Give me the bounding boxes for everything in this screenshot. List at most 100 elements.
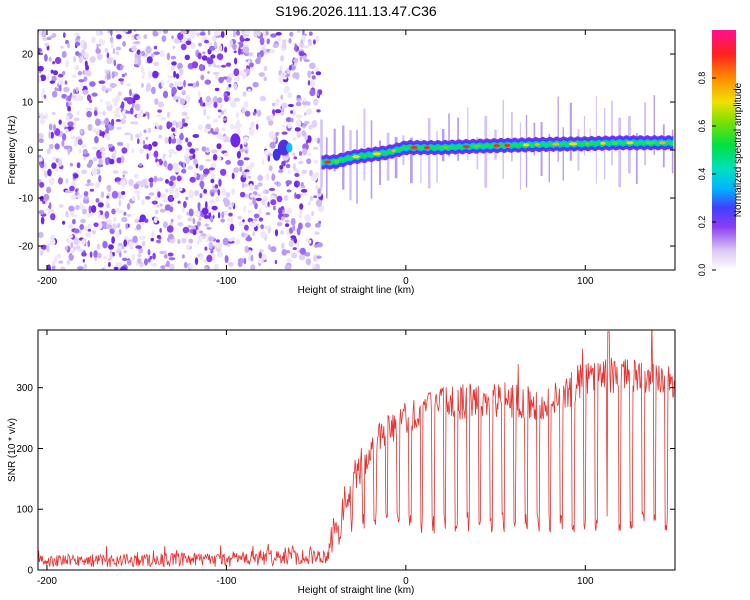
noise-speckle [228, 83, 232, 88]
noise-speckle [177, 214, 182, 220]
noise-speckle [264, 225, 270, 230]
noise-speckle [171, 86, 177, 95]
noise-speckle [185, 95, 191, 102]
noise-speckle [197, 235, 204, 243]
noise-speckle [311, 120, 318, 128]
noise-speckle [71, 95, 76, 98]
noise-speckle [203, 188, 208, 194]
noise-speckle [247, 88, 251, 92]
noise-speckle [134, 190, 141, 194]
noise-speckle [159, 250, 166, 255]
noise-speckle [153, 216, 158, 224]
noise-speckle [159, 228, 162, 233]
noise-speckle [260, 224, 264, 230]
signal-hotspot [552, 142, 560, 146]
noise-speckle [46, 264, 51, 270]
noise-speckle [51, 75, 57, 83]
noise-speckle [76, 35, 81, 40]
noise-speckle [101, 84, 106, 92]
noise-speckle [46, 245, 50, 253]
noise-speckle [274, 109, 282, 114]
noise-speckle [183, 79, 186, 88]
signal-hotspot [659, 141, 666, 145]
noise-speckle [309, 195, 314, 201]
noise-speckle [204, 246, 208, 251]
snr-panel: -200 -100 0 100 0 100 200 300 Height of straig… [7, 329, 676, 596]
noise-speckle [40, 112, 44, 119]
noise-speckle [148, 178, 154, 183]
noise-speckle [65, 210, 69, 218]
noise-speckle [243, 205, 247, 213]
noise-speckle [225, 192, 231, 198]
noise-speckle [298, 160, 304, 165]
noise-speckle [295, 101, 302, 107]
noise-speckle [63, 145, 70, 150]
noise-speckle [108, 158, 115, 165]
noise-speckle [260, 231, 267, 239]
noise-speckle [157, 191, 161, 198]
noise-speckle [108, 188, 111, 192]
noise-speckle [266, 38, 270, 45]
noise-speckle [86, 212, 93, 218]
noise-speckle [73, 228, 80, 234]
noise-speckle [218, 178, 222, 187]
noise-speckle [220, 31, 225, 38]
noise-speckle [151, 200, 158, 205]
noise-speckle [203, 214, 209, 219]
noise-speckle [97, 211, 101, 219]
noise-speckle [39, 74, 47, 82]
noise-speckle [83, 156, 87, 160]
noise-speckle [112, 216, 117, 222]
noise-speckle [163, 160, 168, 168]
noise-speckle [105, 201, 109, 206]
noise-speckle [243, 157, 250, 161]
noise-speckle [70, 213, 77, 218]
noise-speckle [236, 119, 240, 126]
snr-background [38, 330, 675, 570]
noise-speckle [98, 175, 102, 183]
noise-speckle [121, 170, 128, 175]
noise-speckle [295, 194, 301, 199]
noise-speckle [218, 155, 222, 162]
noise-speckle [85, 107, 93, 111]
snr-y-tick-label: 100 [16, 505, 33, 516]
noise-speckle [133, 183, 139, 190]
noise-speckle [120, 64, 124, 71]
noise-speckle [134, 218, 140, 224]
noise-speckle [313, 159, 319, 164]
signal-hotspot [462, 145, 470, 149]
noise-speckle [86, 110, 92, 118]
noise-speckle [41, 88, 45, 95]
noise-speckle [258, 217, 264, 222]
noise-speckle [244, 224, 249, 231]
noise-speckle [140, 66, 145, 74]
noise-speckle [192, 217, 196, 225]
noise-speckle [175, 73, 180, 79]
noise-speckle [221, 211, 225, 219]
noise-speckle [97, 127, 100, 136]
noise-speckle [299, 253, 305, 261]
noise-speckle [284, 264, 292, 270]
noise-speckle [66, 237, 71, 244]
noise-speckle [180, 132, 184, 139]
noise-speckle [262, 190, 266, 194]
snr-y-label: SNR (10 * v/v) [7, 418, 18, 482]
noise-speckle [165, 179, 169, 184]
noise-speckle [239, 166, 243, 172]
noise-speckle [212, 96, 218, 104]
noise-speckle [207, 130, 211, 135]
noise-speckle [282, 39, 287, 43]
snr-x-tick-label: -200 [37, 576, 57, 587]
noise-speckle [78, 229, 82, 234]
noise-speckle [94, 110, 98, 117]
noise-speckle [198, 217, 202, 221]
noise-speckle [51, 162, 57, 169]
noise-speckle [281, 216, 285, 221]
noise-speckle [182, 122, 188, 127]
noise-speckle [249, 62, 254, 68]
noise-speckle [96, 53, 103, 60]
noise-speckle [265, 31, 269, 36]
noise-speckle [222, 117, 227, 121]
noise-speckle [111, 71, 115, 79]
noise-speckle [88, 205, 92, 214]
